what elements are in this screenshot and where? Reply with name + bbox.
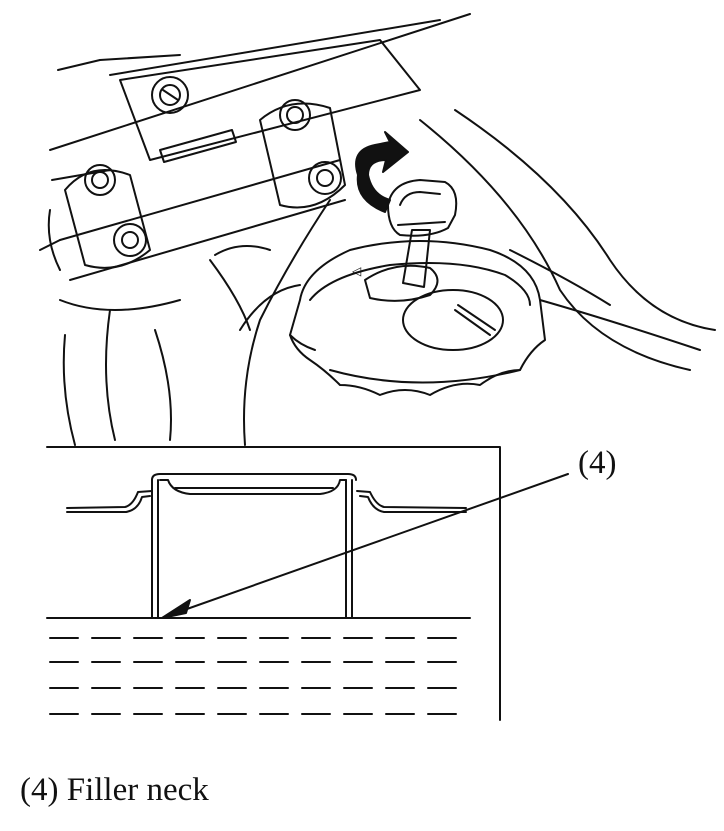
callout-leader-arrow: [161, 473, 569, 619]
figure-caption: (4) Filler neck: [20, 772, 209, 808]
filler-neck-section: [46, 446, 501, 721]
svg-text:◁: ◁: [351, 264, 361, 278]
callout-label-4: (4): [578, 445, 617, 481]
fuel-cap: ◁: [289, 240, 546, 396]
key-icon: [387, 179, 458, 288]
handlebar-assembly: [39, 13, 716, 446]
rotation-arrow-icon: [355, 131, 409, 213]
